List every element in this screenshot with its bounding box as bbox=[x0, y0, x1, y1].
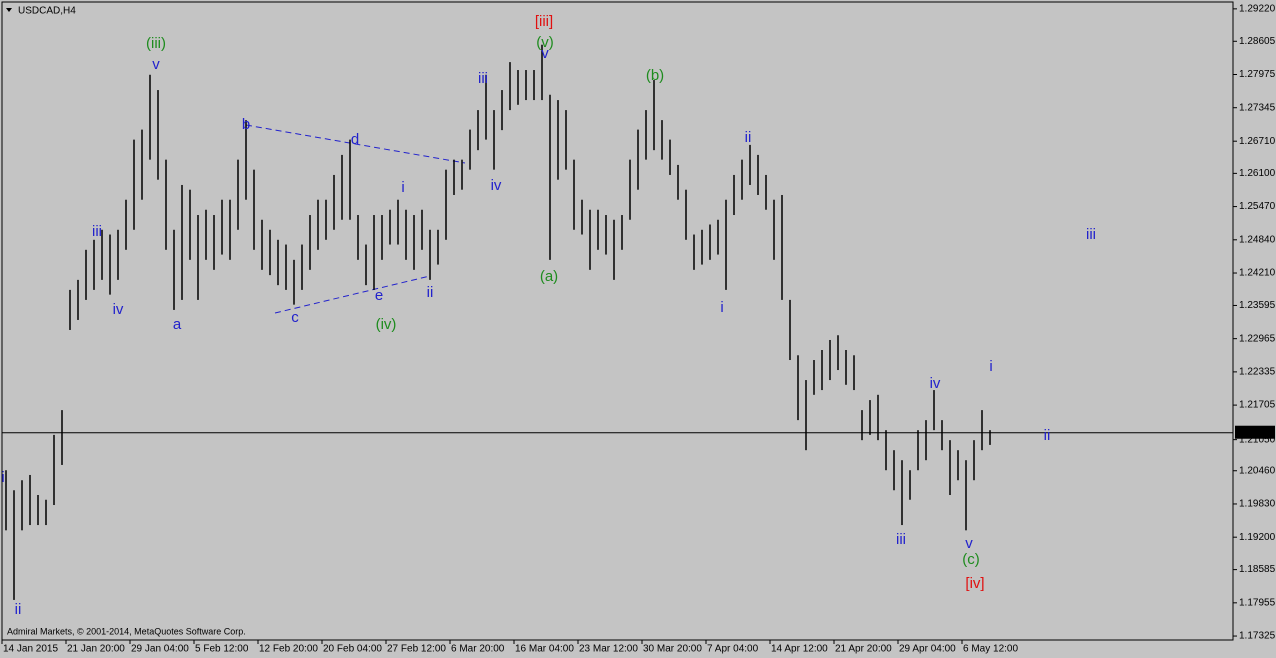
x-tick-label: 30 Mar 20:00 bbox=[643, 644, 702, 655]
wave-label: (b) bbox=[646, 67, 664, 84]
x-tick-label: 14 Apr 12:00 bbox=[771, 644, 828, 655]
trendline bbox=[245, 124, 466, 164]
plot-frame bbox=[1, 1, 1234, 641]
wave-label: iii bbox=[896, 531, 906, 548]
wave-label: d bbox=[351, 131, 359, 148]
y-tick-label: 1.17955 bbox=[1239, 597, 1276, 608]
wave-label: [iv] bbox=[965, 575, 984, 592]
wave-label: iv bbox=[113, 301, 124, 318]
y-tick-label: 1.18585 bbox=[1239, 564, 1276, 575]
wave-label: (a) bbox=[540, 268, 558, 285]
wave-label: (v) bbox=[536, 34, 554, 51]
current-price-box bbox=[1235, 425, 1275, 439]
x-tick-label: 12 Feb 20:00 bbox=[259, 644, 318, 655]
wave-label: [iii] bbox=[535, 13, 553, 30]
wave-label: (iv) bbox=[376, 316, 397, 333]
wave-label: i bbox=[1, 469, 4, 486]
y-tick-label: 1.21705 bbox=[1239, 400, 1276, 411]
y-tick-label: 1.26100 bbox=[1239, 168, 1276, 179]
wave-label: i bbox=[720, 299, 723, 316]
y-tick-label: 1.22965 bbox=[1239, 333, 1276, 344]
wave-label: iv bbox=[491, 177, 502, 194]
wave-label: b bbox=[242, 116, 250, 133]
y-tick-label: 1.28605 bbox=[1239, 36, 1276, 47]
wave-label: ii bbox=[745, 129, 752, 146]
wave-label: ii bbox=[427, 284, 434, 301]
x-tick-label: 5 Feb 12:00 bbox=[195, 644, 249, 655]
x-tick-label: 20 Feb 04:00 bbox=[323, 644, 382, 655]
x-tick-label: 14 Jan 2015 bbox=[3, 644, 58, 655]
y-tick-label: 1.25470 bbox=[1239, 201, 1276, 212]
wave-label: i bbox=[989, 358, 992, 375]
wave-label: (iii) bbox=[146, 35, 166, 52]
x-tick-label: 23 Mar 12:00 bbox=[579, 644, 638, 655]
y-tick-label: 1.29220 bbox=[1239, 3, 1276, 14]
current-price-label: 1.21181 bbox=[1238, 427, 1274, 438]
y-tick-label: 1.27975 bbox=[1239, 69, 1276, 80]
wave-label: iii bbox=[92, 223, 102, 240]
y-tick-label: 1.19830 bbox=[1239, 499, 1276, 510]
x-tick-label: 29 Apr 04:00 bbox=[899, 644, 956, 655]
x-tick-label: 27 Feb 12:00 bbox=[387, 644, 446, 655]
y-tick-label: 1.24840 bbox=[1239, 234, 1276, 245]
y-tick-label: 1.22335 bbox=[1239, 367, 1276, 378]
wave-label: v bbox=[152, 56, 160, 73]
x-tick-label: 6 May 12:00 bbox=[963, 644, 1018, 655]
y-tick-label: 1.24210 bbox=[1239, 268, 1276, 279]
wave-label: c bbox=[291, 309, 299, 326]
menu-triangle bbox=[6, 8, 12, 12]
y-tick-label: 1.17325 bbox=[1239, 631, 1276, 642]
x-tick-label: 21 Jan 20:00 bbox=[67, 644, 125, 655]
wave-label: iii bbox=[478, 70, 488, 87]
wave-label: i bbox=[401, 179, 404, 196]
symbol-title: USDCAD,H4 bbox=[18, 6, 76, 17]
wave-label: ii bbox=[15, 601, 22, 618]
wave-label: v bbox=[965, 535, 973, 552]
x-tick-label: 29 Jan 04:00 bbox=[131, 644, 189, 655]
y-tick-label: 1.27345 bbox=[1239, 102, 1276, 113]
x-tick-label: 7 Apr 04:00 bbox=[707, 644, 759, 655]
y-tick-label: 1.19200 bbox=[1239, 532, 1276, 543]
wave-label: iv bbox=[930, 375, 941, 392]
y-tick-label: 1.21050 bbox=[1239, 434, 1276, 445]
x-tick-label: 21 Apr 20:00 bbox=[835, 644, 892, 655]
wave-label: a bbox=[173, 316, 182, 333]
y-tick-label: 1.26710 bbox=[1239, 136, 1276, 147]
trendline bbox=[274, 275, 431, 314]
wave-label: iii bbox=[1086, 226, 1096, 243]
y-tick-label: 1.20460 bbox=[1239, 465, 1276, 476]
copyright: Admiral Markets, © 2001-2014, MetaQuotes… bbox=[7, 626, 246, 636]
x-tick-label: 16 Mar 04:00 bbox=[515, 644, 574, 655]
wave-label: ii bbox=[1044, 427, 1051, 444]
x-tick-label: 6 Mar 20:00 bbox=[451, 644, 505, 655]
wave-label: v bbox=[541, 45, 549, 62]
wave-label: (c) bbox=[962, 551, 980, 568]
y-tick-label: 1.23595 bbox=[1239, 300, 1276, 311]
wave-label: e bbox=[375, 287, 383, 304]
